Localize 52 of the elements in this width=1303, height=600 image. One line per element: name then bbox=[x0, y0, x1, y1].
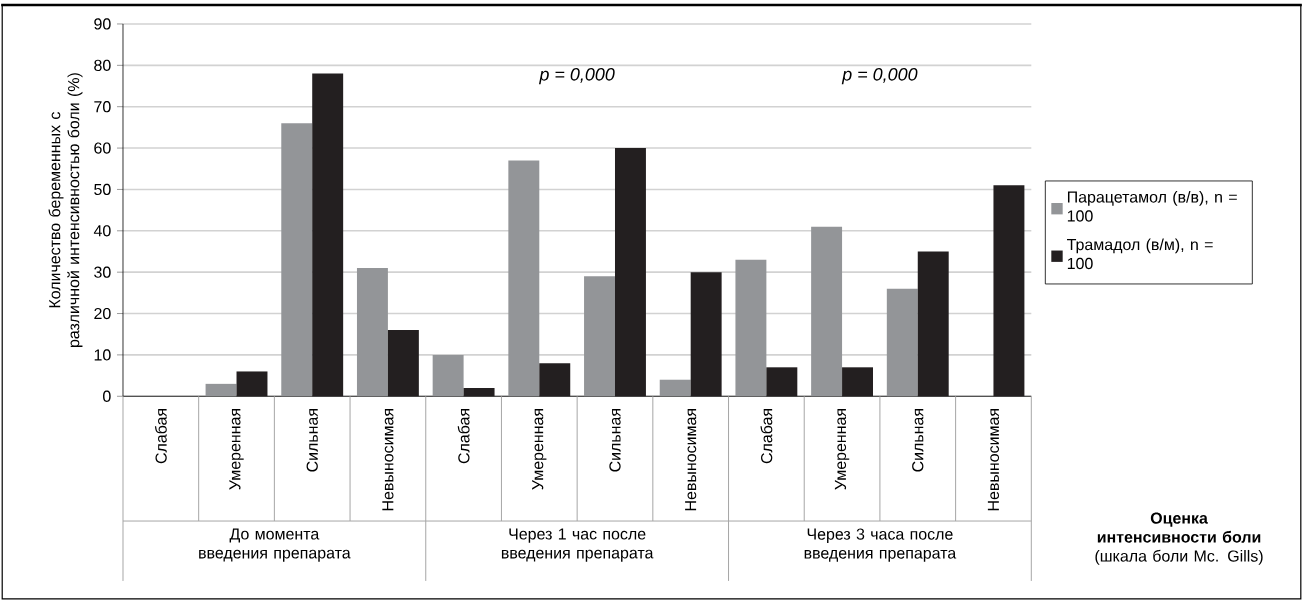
y-tick-label: 90 bbox=[94, 18, 111, 30]
legend-label: Трамадол (в/м), n = 100 bbox=[1067, 238, 1213, 270]
y-tick-label: 20 bbox=[94, 307, 111, 320]
y-tick-label: 70 bbox=[94, 101, 111, 113]
bar bbox=[387, 330, 419, 397]
text: До момента введения препарата bbox=[199, 528, 351, 562]
annotation: p = 0,000 bbox=[841, 67, 918, 85]
bar bbox=[584, 276, 615, 397]
y-tick-label: 0 bbox=[103, 390, 111, 402]
x-tick-label: Слабая bbox=[154, 409, 167, 464]
y-tick-label: 30 bbox=[94, 266, 111, 278]
bar bbox=[766, 367, 798, 397]
bar bbox=[432, 354, 464, 397]
x-tick-label: Слабая bbox=[457, 409, 470, 464]
bar bbox=[690, 272, 722, 397]
bar bbox=[356, 268, 388, 397]
bar bbox=[205, 383, 237, 397]
bar bbox=[842, 367, 874, 397]
y-tick-label: 80 bbox=[94, 59, 111, 72]
text: Через 1 час после введения препарата bbox=[501, 528, 654, 562]
x-tick-label: Невыносимая bbox=[382, 409, 394, 511]
y-tick-label: 60 bbox=[94, 142, 111, 154]
bar bbox=[539, 363, 571, 397]
bar bbox=[917, 251, 949, 397]
x-tick-label: Умеренная bbox=[834, 409, 850, 490]
bar bbox=[312, 73, 344, 397]
y-axis-title: Количество беременных с различной интенсивностью боли (%) bbox=[48, 73, 83, 348]
y-tick-label: 40 bbox=[93, 225, 111, 237]
text: Оценка интенсивности боли (шкала боли Mc. Gills) bbox=[1095, 512, 1263, 565]
bar bbox=[811, 226, 843, 397]
x-tick-label: Умеренная bbox=[532, 409, 547, 490]
bar bbox=[993, 185, 1025, 397]
annotation: p = 0,000 bbox=[538, 67, 615, 85]
x-tick-label: Умеренная bbox=[229, 409, 244, 490]
bar bbox=[236, 371, 268, 397]
bar bbox=[614, 148, 646, 397]
y-tick-label: 50 bbox=[94, 183, 111, 196]
y-tick-label: 10 bbox=[94, 349, 111, 361]
bar bbox=[886, 288, 918, 397]
bar bbox=[463, 388, 495, 397]
x-tick-label: Сильная bbox=[306, 409, 318, 472]
bar bbox=[735, 259, 767, 397]
bar bbox=[281, 123, 313, 397]
text: Через 3 часа после введения препарата bbox=[804, 528, 957, 562]
x-tick-label: Слабая bbox=[760, 409, 773, 464]
x-tick-label: Сильная bbox=[912, 409, 924, 472]
x-tick-label: Сильная bbox=[609, 409, 621, 472]
bar bbox=[659, 379, 691, 397]
x-tick-label: Невыносимая bbox=[987, 409, 1000, 511]
bar bbox=[508, 160, 540, 397]
legend-label: Парацетамол (в/в), n = 100 bbox=[1067, 190, 1237, 222]
x-tick-label: Невыносимая bbox=[685, 409, 697, 511]
